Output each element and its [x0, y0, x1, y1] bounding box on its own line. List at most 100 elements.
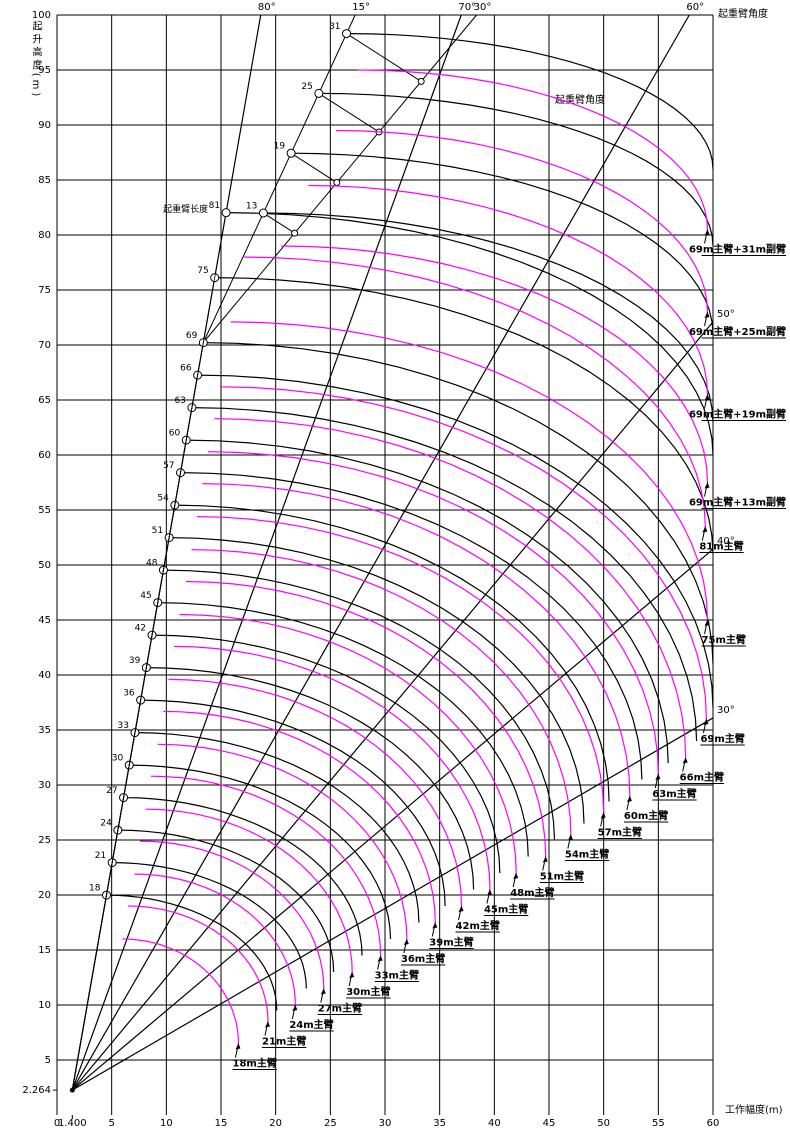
y-tick-label: 75	[38, 285, 51, 296]
jib-tip	[333, 179, 341, 187]
outer-curve	[169, 537, 585, 824]
boom-tip-label: 48	[146, 559, 158, 569]
series-label: 69m主臂+19m副臂	[689, 408, 786, 421]
x-tick-label: 20	[269, 1118, 282, 1129]
arrow-head	[703, 719, 709, 725]
hook-curve	[207, 451, 659, 775]
y-tick-label: 20	[38, 890, 51, 901]
jib-chord	[263, 212, 295, 234]
hook-curve	[357, 69, 709, 230]
x-tick-label: 50	[597, 1118, 610, 1129]
jib-tip	[291, 229, 299, 237]
x-tick-label: 10	[160, 1118, 173, 1129]
arrow-head	[403, 939, 409, 945]
jib-chord	[346, 33, 422, 82]
outer-curve	[112, 862, 307, 989]
boom-tip-label: 51	[152, 526, 163, 536]
x-tick-label: 40	[488, 1118, 501, 1129]
hook-curve	[230, 321, 709, 621]
hook-curve	[242, 256, 706, 527]
x-tick-label: 55	[652, 1118, 665, 1129]
x-tick-label: 0	[54, 1118, 60, 1129]
outer-curve	[163, 569, 556, 841]
boom-tip	[286, 148, 296, 158]
hook-curve	[150, 775, 382, 956]
y-tick-label: 80	[38, 230, 51, 241]
boom-tip	[258, 208, 268, 218]
outer-curve	[146, 667, 475, 890]
y-tick-label: 70	[38, 340, 51, 351]
arrow-head	[626, 796, 632, 802]
y-tick-label: 45	[38, 615, 51, 626]
boom-tip-label: 75	[197, 266, 208, 276]
hook-curve	[157, 743, 408, 940]
y-tick-label: 50	[38, 560, 51, 571]
hook-curve	[134, 873, 296, 1006]
y-tick-label: 90	[38, 120, 51, 131]
hook-curve	[140, 840, 325, 989]
boom-tip	[221, 208, 231, 218]
series-label: 30m主臂	[346, 985, 390, 998]
arrow-head	[377, 955, 383, 962]
arrow-head	[702, 526, 708, 533]
arrow-head	[486, 889, 492, 896]
outer-curve	[151, 634, 501, 874]
boom-tip-label: 19	[274, 142, 286, 152]
arrow-head	[349, 972, 355, 978]
x-tick-label: 45	[543, 1118, 556, 1129]
outer-curve	[123, 797, 363, 956]
boom-tip-label: 21	[95, 851, 106, 861]
boom-tip-label: 39	[129, 656, 141, 666]
hook-curve	[219, 386, 707, 720]
y-tick-label: 35	[38, 725, 51, 736]
boom-tip-label: 31	[329, 22, 340, 32]
boom-line	[71, 212, 227, 1091]
y-axis-title: 起升高度(m)	[30, 21, 42, 100]
y-tick-label: 15	[38, 945, 51, 956]
y-tick-label: 10	[38, 1000, 51, 1011]
outer-curve	[186, 439, 669, 764]
angle-axis-title: 起重臂角度	[718, 7, 768, 20]
hook-curve	[214, 418, 687, 758]
outer-curve	[346, 33, 714, 170]
boom-tip-label: 33	[118, 721, 129, 731]
boom-tip-label: 42	[135, 624, 146, 634]
series-label: 24m主臂	[289, 1018, 333, 1031]
jib-angle-title: 起重臂角度	[555, 93, 605, 106]
y-tick-label: 85	[38, 175, 51, 186]
arrow-head	[513, 873, 519, 879]
y-tick-label: 25	[38, 835, 51, 846]
outer-curve	[140, 699, 446, 907]
outer-curve	[134, 732, 420, 923]
series-label: 54m主臂	[565, 848, 609, 861]
angle-label: 80°	[258, 2, 276, 13]
hook-curve	[281, 245, 709, 483]
arrow-head	[292, 1005, 298, 1011]
angle-label: 40°	[717, 536, 735, 547]
arrow-head	[542, 856, 548, 863]
hook-curve	[179, 613, 517, 874]
arrow-head	[682, 757, 688, 764]
series-label: 27m主臂	[318, 1002, 362, 1015]
x-tick-label: 35	[433, 1118, 446, 1129]
jib-angle-line	[202, 14, 477, 343]
arrow-head	[235, 1043, 241, 1050]
boom-tip	[314, 88, 324, 98]
angle-line	[71, 14, 462, 1091]
arrow-head	[320, 988, 326, 995]
outer-curve	[174, 504, 610, 802]
series-label: 81m主臂	[699, 540, 743, 553]
arrow-head	[600, 812, 606, 819]
arrow-head	[704, 229, 710, 236]
outer-curve	[214, 277, 714, 555]
outer-curve	[129, 764, 392, 940]
jib-tip	[417, 77, 425, 85]
outer-curve	[157, 602, 529, 857]
angle-label: 70°	[458, 2, 476, 13]
series-label: 57m主臂	[598, 826, 642, 839]
series-label: 18m主臂	[232, 1057, 276, 1070]
arrow-head	[704, 482, 710, 489]
jib-angle-label: 15°	[352, 2, 370, 13]
x-tick-label: 30	[379, 1118, 392, 1129]
